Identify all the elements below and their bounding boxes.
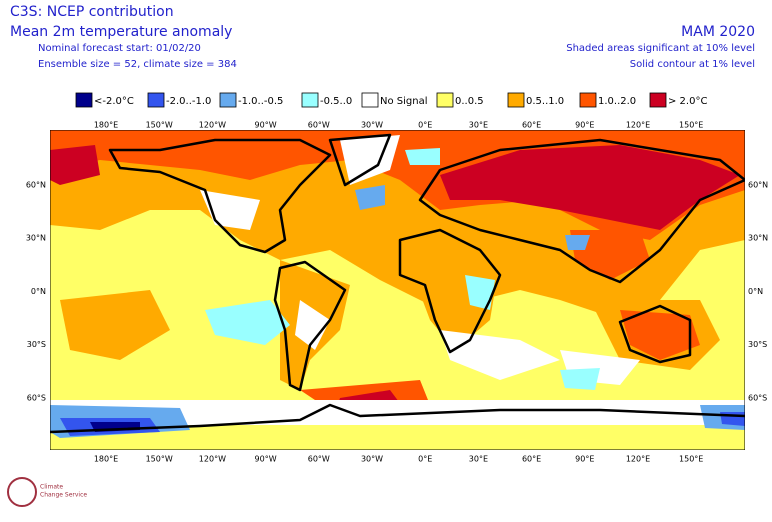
title: C3S: NCEP contribution xyxy=(10,4,174,20)
lon-label: 60°E xyxy=(522,121,541,130)
lon-label: 150°W xyxy=(146,455,173,464)
lon-label: 30°E xyxy=(469,121,488,130)
lat-label: 30°N xyxy=(26,234,46,243)
legend-swatch xyxy=(147,92,165,108)
lat-label: 60°S xyxy=(27,393,46,402)
legend-swatch xyxy=(579,92,597,108)
lon-label: 90°W xyxy=(255,121,277,130)
legend-label: -1.0..-0.5 xyxy=(238,96,283,107)
legend-label: > 2.0°C xyxy=(668,96,707,107)
legend-label: 0..0.5 xyxy=(455,96,484,107)
lon-label: 120°E xyxy=(626,121,650,130)
axis-labels: 180°E 180°E 150°W 150°W 120°W 120°W 90°W 90°W 60… xyxy=(26,121,768,464)
lon-label: 150°E xyxy=(679,121,703,130)
lon-label: 150°W xyxy=(146,121,173,130)
significance: Shaded areas significant at 10% level xyxy=(566,43,755,54)
legend-swatch xyxy=(649,92,667,108)
lon-label: 90°E xyxy=(575,121,594,130)
lon-label: 120°W xyxy=(199,455,226,464)
ensemble: Ensemble size = 52, climate size = 384 xyxy=(38,59,237,70)
lat-label: 60°N xyxy=(26,181,46,190)
lon-label: 120°E xyxy=(626,455,650,464)
legend-label: 0.5..1.0 xyxy=(526,96,564,107)
lon-label: 90°W xyxy=(255,455,277,464)
legend-label: No Signal xyxy=(380,96,428,107)
lon-label: 0°E xyxy=(418,455,432,464)
lon-label: 180°E xyxy=(94,455,118,464)
lat-label: 0°N xyxy=(31,287,46,296)
legend-label: -2.0..-1.0 xyxy=(166,96,211,107)
lon-label: 60°W xyxy=(308,121,330,130)
legend-swatch xyxy=(436,92,454,108)
map xyxy=(50,130,745,450)
lat-label: 30°S xyxy=(27,340,46,349)
legend-label: -0.5..0 xyxy=(320,96,352,107)
lon-label: 150°E xyxy=(679,455,703,464)
lon-label: 30°E xyxy=(469,455,488,464)
legend-swatch xyxy=(301,92,319,108)
legend-swatch xyxy=(219,92,237,108)
lon-label: 90°E xyxy=(575,455,594,464)
legend: <-2.0°C -2.0..-1.0 -1.0..-0.5 -0.5..0 No Sig… xyxy=(75,92,707,108)
lon-label: 120°W xyxy=(199,121,226,130)
period: MAM 2020 xyxy=(681,24,755,40)
lon-label: 0°E xyxy=(418,121,432,130)
logo: Climate Change Service xyxy=(7,477,87,507)
subtitle: Mean 2m temperature anomaly xyxy=(10,24,232,40)
lon-label: 30°W xyxy=(361,455,383,464)
logo-text: Climate xyxy=(40,484,63,491)
forecast-start: Nominal forecast start: 01/02/20 xyxy=(38,43,201,54)
legend-label: <-2.0°C xyxy=(94,96,134,107)
legend-swatch xyxy=(361,92,379,108)
legend-swatch xyxy=(507,92,525,108)
logo-text: Change Service xyxy=(40,492,87,499)
lon-label: 30°W xyxy=(361,121,383,130)
lat-label: 60°N xyxy=(748,181,768,190)
lat-label: 0°N xyxy=(748,287,763,296)
legend-label: 1.0..2.0 xyxy=(598,96,636,107)
lat-label: 30°S xyxy=(748,340,767,349)
lat-label: 30°N xyxy=(748,234,768,243)
legend-swatch xyxy=(75,92,93,108)
contour-note: Solid contour at 1% level xyxy=(630,59,755,70)
lon-label: 180°E xyxy=(94,121,118,130)
lon-label: 60°W xyxy=(308,455,330,464)
lon-label: 60°E xyxy=(522,455,541,464)
lat-label: 60°S xyxy=(748,393,767,402)
